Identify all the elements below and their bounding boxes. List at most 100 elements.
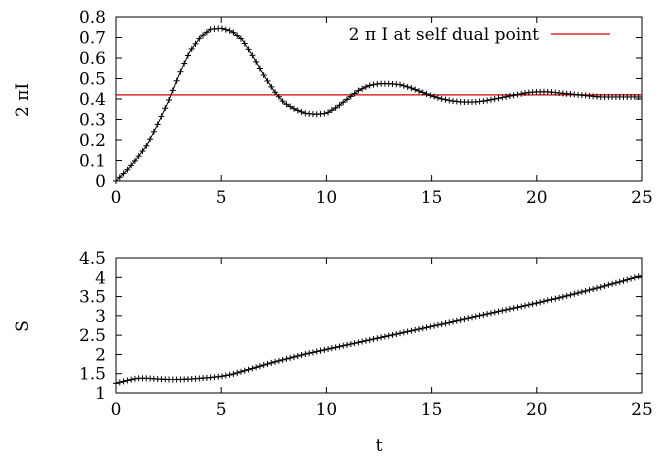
data-point-marker	[237, 368, 244, 375]
y-tick-label: 0.1	[79, 152, 106, 172]
data-point-marker	[408, 327, 415, 334]
data-point-marker	[366, 82, 373, 89]
y-tick-label: 1.5	[79, 365, 106, 385]
data-point-marker	[567, 291, 574, 298]
data-point-marker	[465, 315, 472, 322]
data-point-marker	[487, 96, 494, 103]
data-point-marker	[116, 174, 123, 181]
data-point-marker	[124, 377, 131, 384]
data-point-marker	[275, 93, 282, 100]
data-point-marker	[495, 95, 502, 102]
data-point-marker	[241, 40, 248, 47]
data-point-marker	[434, 321, 441, 328]
data-point-marker	[635, 93, 642, 100]
data-point-marker	[287, 354, 294, 361]
data-point-marker	[495, 308, 502, 315]
data-point-marker	[393, 331, 400, 338]
data-point-marker	[275, 357, 282, 364]
data-point-marker	[434, 94, 441, 101]
data-point-marker	[347, 93, 354, 100]
x-axis-label-bottom: t	[376, 436, 383, 456]
data-point-marker	[635, 273, 642, 280]
data-point-marker	[590, 286, 597, 293]
data-point-marker	[245, 366, 252, 373]
data-point-marker	[234, 369, 241, 376]
data-point-marker	[408, 85, 415, 92]
data-point-marker	[169, 87, 176, 94]
data-point-marker	[601, 282, 608, 289]
data-point-marker	[113, 178, 119, 184]
data-point-marker	[249, 52, 256, 59]
series-curve	[115, 27, 642, 182]
data-point-marker	[287, 103, 294, 110]
data-point-marker	[272, 89, 279, 96]
panel-top-intensity: 0 5 10 15 20 25 00.10.20.30.40.50.60.70.8 2 πI…	[13, 8, 653, 208]
data-point-marker	[427, 92, 434, 99]
x-tick-label: 15	[421, 400, 443, 420]
x-tick-label: 10	[316, 188, 338, 208]
data-point-marker	[192, 40, 199, 47]
data-point-marker	[162, 105, 169, 112]
data-point-marker	[222, 372, 229, 379]
data-point-marker	[124, 166, 131, 173]
data-point-marker	[578, 288, 585, 295]
data-point-marker	[249, 365, 256, 372]
data-point-marker	[359, 85, 366, 92]
x-tick-label: 0	[111, 400, 122, 420]
y-tick-label: 2.5	[79, 326, 106, 346]
y-tick-label: 4.5	[79, 249, 106, 269]
data-point-marker	[298, 108, 305, 115]
data-point-marker	[404, 328, 411, 335]
data-point-marker	[544, 297, 551, 304]
data-point-marker	[514, 91, 521, 98]
data-point-marker	[631, 274, 638, 281]
data-point-marker	[332, 344, 339, 351]
data-point-marker	[586, 287, 593, 294]
bottom-tick-labels: 0 5 10 15 20 25 11.522.533.544.5	[79, 249, 653, 420]
data-point-marker	[328, 107, 335, 114]
data-point-marker	[344, 341, 351, 348]
data-point-marker	[283, 355, 290, 362]
series-curve	[115, 274, 643, 384]
data-point-marker	[226, 27, 233, 34]
data-point-marker	[184, 52, 191, 59]
data-point-marker	[226, 371, 233, 378]
legend: 2 π I at self dual point	[349, 25, 610, 45]
data-point-marker	[290, 353, 297, 360]
data-point-marker	[237, 35, 244, 42]
data-point-marker	[518, 90, 525, 97]
data-point-marker	[385, 332, 392, 339]
data-point-marker	[480, 311, 487, 318]
data-point-marker	[200, 32, 207, 39]
data-point-marker	[506, 306, 513, 313]
data-point-marker	[412, 86, 419, 93]
x-tick-label: 10	[316, 400, 338, 420]
data-point-marker	[302, 351, 309, 358]
data-point-marker	[442, 96, 449, 103]
x-tick-label: 20	[526, 188, 548, 208]
data-point-marker	[438, 95, 445, 102]
data-point-marker	[336, 102, 343, 109]
panel-bottom-entropy: 0 5 10 15 20 25 11.522.533.544.5 S t	[13, 249, 653, 456]
data-point-marker	[484, 311, 491, 318]
data-point-marker	[219, 373, 226, 380]
y-axis-label-top: 2 πI	[13, 83, 33, 117]
data-point-marker	[325, 346, 332, 353]
x-tick-label: 25	[631, 400, 653, 420]
data-point-marker	[529, 301, 536, 308]
y-tick-label: 0.6	[79, 49, 106, 69]
y-tick-label: 0.3	[79, 111, 106, 131]
data-point-marker	[484, 97, 491, 104]
data-point-marker	[378, 334, 385, 341]
data-point-marker	[628, 275, 635, 282]
data-point-marker	[397, 330, 404, 337]
data-point-marker	[510, 92, 517, 99]
data-point-marker	[279, 356, 286, 363]
data-point-marker	[397, 81, 404, 88]
data-point-marker	[427, 323, 434, 330]
data-point-marker	[582, 287, 589, 294]
data-point-marker	[575, 289, 582, 296]
data-point-marker	[351, 90, 358, 97]
data-point-marker	[196, 35, 203, 42]
